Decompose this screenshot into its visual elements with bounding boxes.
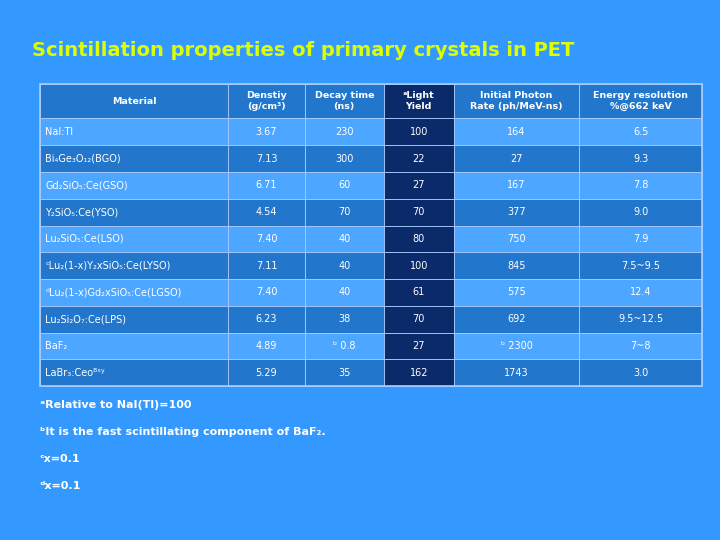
Text: 377: 377 (507, 207, 526, 217)
Text: 750: 750 (507, 234, 526, 244)
Text: 7.40: 7.40 (256, 287, 277, 298)
Text: ᵇ 2300: ᵇ 2300 (500, 341, 533, 351)
Text: 40: 40 (338, 261, 351, 271)
Text: Decay time
(ns): Decay time (ns) (315, 91, 374, 111)
Text: NaI:Tl: NaI:Tl (45, 127, 73, 137)
Text: Lu₂Si₂O₇:Ce(LPS): Lu₂Si₂O₇:Ce(LPS) (45, 314, 127, 324)
Text: 7~8: 7~8 (631, 341, 651, 351)
Text: LaBr₃:Ceᴏᴮˢʸ: LaBr₃:Ceᴏᴮˢʸ (45, 368, 105, 377)
Text: BaF₂: BaF₂ (45, 341, 68, 351)
Text: ᶜx=0.1: ᶜx=0.1 (40, 454, 80, 464)
Text: 35: 35 (338, 368, 351, 377)
Text: 6.23: 6.23 (256, 314, 277, 324)
Text: 9.5~12.5: 9.5~12.5 (618, 314, 663, 324)
Text: ᵈLu₂(1-x)Gd₂xSiO₅:Ce(LGSO): ᵈLu₂(1-x)Gd₂xSiO₅:Ce(LGSO) (45, 287, 181, 298)
Text: 230: 230 (335, 127, 354, 137)
Text: 6.5: 6.5 (633, 127, 649, 137)
Text: ᵃRelative to NaI(Tl)=100: ᵃRelative to NaI(Tl)=100 (40, 400, 191, 410)
Text: 100: 100 (410, 127, 428, 137)
Text: 845: 845 (508, 261, 526, 271)
Text: 300: 300 (335, 153, 354, 164)
Text: 70: 70 (413, 314, 425, 324)
Text: 38: 38 (338, 314, 351, 324)
Text: Bi₄Ge₃O₁₂(BGO): Bi₄Ge₃O₁₂(BGO) (45, 153, 121, 164)
Text: 692: 692 (508, 314, 526, 324)
Text: 9.0: 9.0 (633, 207, 648, 217)
Text: 27: 27 (413, 180, 425, 191)
Text: ᵃLight
Yield: ᵃLight Yield (403, 91, 435, 111)
Text: 80: 80 (413, 234, 425, 244)
Text: 22: 22 (413, 153, 425, 164)
Text: 167: 167 (508, 180, 526, 191)
Text: 60: 60 (338, 180, 351, 191)
Text: 164: 164 (508, 127, 526, 137)
Text: 27: 27 (413, 341, 425, 351)
Text: Y₂SiO₅:Ce(YSO): Y₂SiO₅:Ce(YSO) (45, 207, 119, 217)
Text: ᵇIt is the fast scintillating component of BaF₂.: ᵇIt is the fast scintillating component … (40, 427, 325, 437)
Text: Lu₂SiO₅:Ce(LSO): Lu₂SiO₅:Ce(LSO) (45, 234, 124, 244)
Text: 70: 70 (413, 207, 425, 217)
Text: 27: 27 (510, 153, 523, 164)
Text: 162: 162 (410, 368, 428, 377)
Text: ᵇ 0.8: ᵇ 0.8 (333, 341, 356, 351)
Text: 3.67: 3.67 (256, 127, 277, 137)
Text: Energy resolution
%@662 keV: Energy resolution %@662 keV (593, 91, 688, 111)
Text: 575: 575 (507, 287, 526, 298)
Text: 12.4: 12.4 (630, 287, 652, 298)
Text: Gd₂SiO₅:Ce(GSO): Gd₂SiO₅:Ce(GSO) (45, 180, 128, 191)
Text: Material: Material (112, 97, 156, 106)
Text: Scintillation properties of primary crystals in PET: Scintillation properties of primary crys… (32, 40, 575, 59)
Text: 7.13: 7.13 (256, 153, 277, 164)
Text: 3.0: 3.0 (633, 368, 648, 377)
Text: 1743: 1743 (504, 368, 529, 377)
Text: 5.29: 5.29 (256, 368, 277, 377)
Text: 7.8: 7.8 (633, 180, 649, 191)
Text: 7.40: 7.40 (256, 234, 277, 244)
Text: 70: 70 (338, 207, 351, 217)
Text: Denstiy
(g/cm³): Denstiy (g/cm³) (246, 91, 287, 111)
Text: 4.54: 4.54 (256, 207, 277, 217)
Text: 7.5~9.5: 7.5~9.5 (621, 261, 660, 271)
Text: 40: 40 (338, 234, 351, 244)
Text: 4.89: 4.89 (256, 341, 277, 351)
Text: 100: 100 (410, 261, 428, 271)
Text: 6.71: 6.71 (256, 180, 277, 191)
Text: 7.9: 7.9 (633, 234, 649, 244)
Text: Initial Photon
Rate (ph/MeV-ns): Initial Photon Rate (ph/MeV-ns) (470, 91, 563, 111)
Text: 9.3: 9.3 (633, 153, 648, 164)
Text: 40: 40 (338, 287, 351, 298)
Text: ᵈx=0.1: ᵈx=0.1 (40, 481, 81, 491)
Text: 61: 61 (413, 287, 425, 298)
Text: ᶜLu₂(1-x)Y₂xSiO₅:Ce(LYSO): ᶜLu₂(1-x)Y₂xSiO₅:Ce(LYSO) (45, 261, 171, 271)
Text: 7.11: 7.11 (256, 261, 277, 271)
